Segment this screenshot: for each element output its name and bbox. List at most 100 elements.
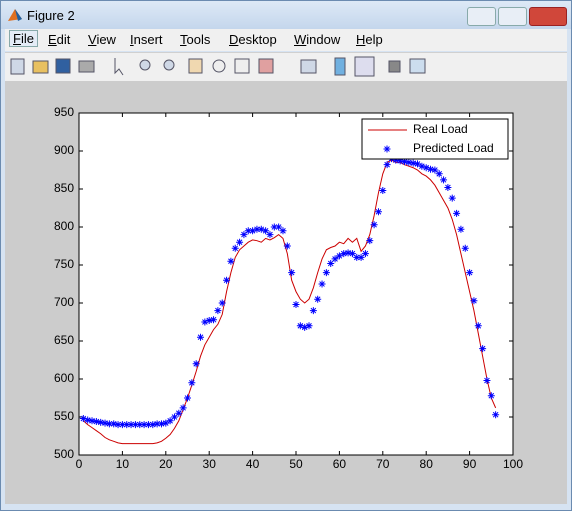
menu-item[interactable]: View [88, 32, 116, 47]
legend-icon[interactable] [354, 56, 375, 77]
x-tick-label: 80 [420, 457, 434, 471]
data-point [227, 257, 235, 265]
data-point [197, 333, 205, 341]
x-tick-label: 70 [376, 457, 390, 471]
title-bar: Figure 2 [1, 1, 571, 29]
data-point [370, 221, 378, 229]
data-point [231, 244, 239, 252]
minimize-button[interactable] [467, 7, 496, 26]
app-icon [8, 9, 22, 21]
menu-item[interactable]: Window [294, 32, 341, 47]
data-point [136, 421, 144, 429]
y-tick-label: 900 [54, 143, 74, 157]
data-point [114, 421, 122, 429]
menu-item[interactable]: Edit [48, 32, 71, 47]
maximize-button[interactable] [498, 7, 527, 26]
data-point [249, 227, 257, 235]
colorbar-icon[interactable] [334, 57, 346, 76]
open-icon[interactable] [32, 60, 49, 74]
data-point [179, 404, 187, 412]
y-tick-label: 700 [54, 295, 74, 309]
data-point [236, 238, 244, 246]
hide-tools-icon[interactable] [388, 60, 401, 73]
menu-item[interactable]: Tools [180, 32, 211, 47]
legend-box [361, 118, 509, 160]
data-point [105, 420, 113, 428]
data-point [244, 227, 252, 235]
brush-icon[interactable] [258, 58, 274, 74]
data-point [253, 225, 261, 233]
data-point [427, 165, 435, 173]
data-point [401, 158, 408, 166]
data-point [153, 420, 161, 428]
data-point [361, 250, 369, 258]
data-point [283, 242, 291, 250]
data-point [348, 250, 356, 258]
data-point [110, 420, 118, 428]
data-point [322, 269, 330, 277]
menu-item[interactable]: File [9, 30, 38, 47]
data-point [392, 156, 400, 164]
data-point [84, 416, 92, 424]
data-point [366, 237, 374, 245]
data-point [431, 166, 439, 174]
data-point [262, 227, 270, 235]
data-point [314, 295, 322, 303]
data-point [483, 377, 491, 385]
y-tick-label: 950 [54, 105, 74, 119]
link-icon[interactable] [300, 59, 317, 74]
window-title: Figure 2 [27, 8, 75, 23]
print-icon[interactable] [78, 60, 95, 73]
data-line [83, 159, 497, 445]
data-point [270, 223, 278, 231]
menu-bar: File Edit View Insert Tools Desktop Window Help [5, 29, 567, 51]
data-point [418, 162, 426, 170]
new-icon[interactable] [10, 58, 25, 75]
legend-label: Real Load [413, 122, 468, 136]
save-icon[interactable] [55, 58, 71, 74]
rotate-icon[interactable] [212, 59, 226, 73]
menu-item[interactable]: Desktop [229, 32, 277, 47]
data-point [101, 419, 109, 427]
pointer-icon[interactable] [114, 58, 124, 76]
y-tick-label: 500 [54, 447, 74, 461]
menu-item[interactable]: Insert [130, 32, 163, 47]
close-button[interactable] [529, 7, 567, 26]
data-point [353, 253, 361, 261]
data-point [296, 322, 304, 330]
data-point [340, 250, 348, 258]
data-point [223, 276, 231, 284]
x-tick-label: 50 [289, 457, 303, 471]
data-point [170, 413, 178, 421]
data-point [357, 253, 365, 261]
data-point [309, 307, 317, 315]
data-point [474, 322, 482, 330]
data-point [279, 227, 287, 235]
y-tick-label: 750 [54, 257, 74, 271]
show-tools-icon[interactable] [409, 58, 426, 74]
data-point [214, 307, 222, 315]
data-point [301, 323, 309, 331]
x-tick-label: 100 [503, 457, 523, 471]
data-point [344, 249, 352, 257]
pan-icon[interactable] [188, 58, 203, 74]
zoom-out-icon[interactable] [163, 59, 175, 71]
data-point [331, 255, 339, 263]
data-point [140, 421, 148, 429]
data-point [440, 176, 448, 184]
data-point [131, 421, 139, 429]
menu-item[interactable]: Help [356, 32, 383, 47]
data-point [97, 418, 105, 426]
data-point [166, 417, 174, 425]
zoom-in-icon[interactable] [139, 59, 151, 71]
data-point [192, 360, 200, 368]
data-point [470, 297, 478, 305]
toolbar [5, 52, 567, 81]
plot-area [78, 112, 514, 456]
y-tick-label: 600 [54, 371, 74, 385]
data-point [479, 345, 487, 353]
datacursor-icon[interactable] [234, 58, 250, 74]
data-point [435, 170, 443, 178]
data-point [444, 183, 452, 191]
data-point [144, 421, 152, 429]
